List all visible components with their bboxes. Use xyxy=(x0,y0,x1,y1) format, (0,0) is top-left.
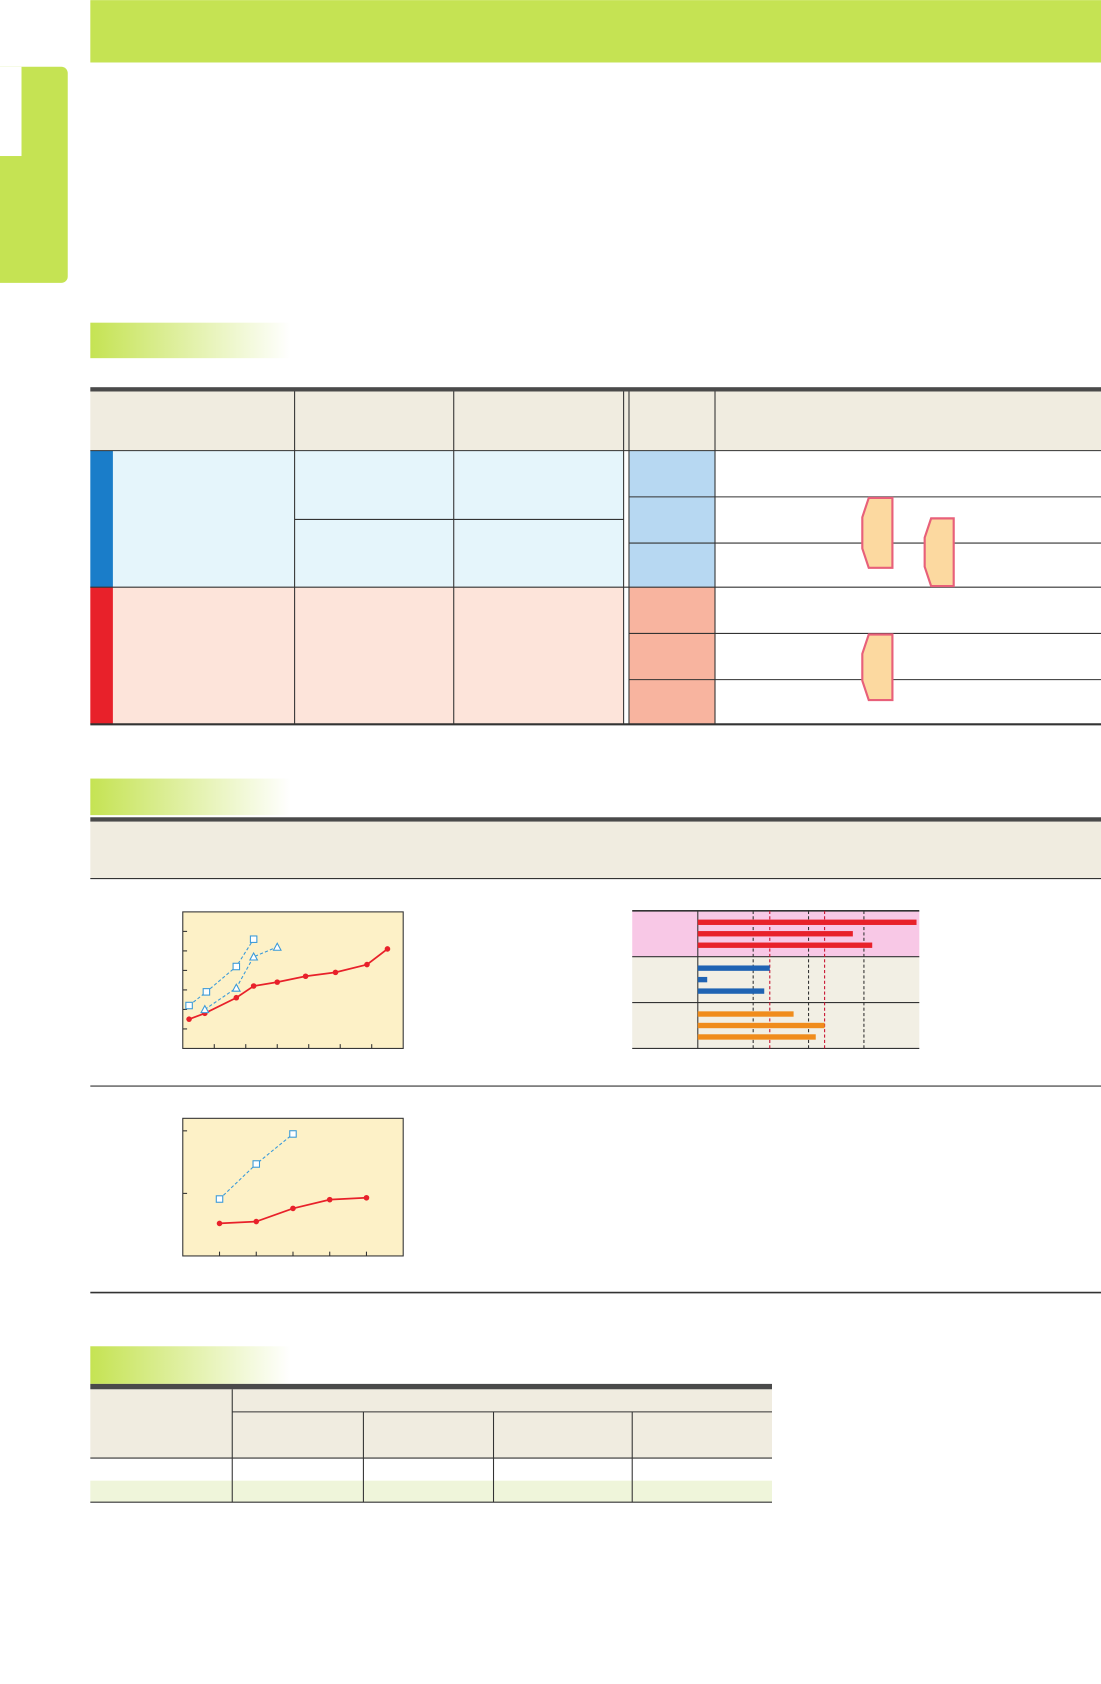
point xyxy=(186,1016,192,1022)
point xyxy=(302,973,309,980)
bar xyxy=(697,942,873,948)
bar xyxy=(697,931,853,937)
arrows xyxy=(861,496,955,702)
range-arrow xyxy=(861,496,894,569)
charts xyxy=(182,910,920,1257)
range-arrow xyxy=(861,633,894,702)
row-bg xyxy=(90,1480,772,1503)
plot-area xyxy=(182,1117,404,1257)
section-2-top-rule xyxy=(90,817,1101,822)
point xyxy=(290,1205,296,1212)
section-header xyxy=(90,778,291,816)
top-banner xyxy=(90,0,1101,63)
point xyxy=(185,1001,193,1010)
point xyxy=(272,942,282,951)
point xyxy=(326,1196,333,1203)
point xyxy=(232,962,241,971)
point xyxy=(216,1220,223,1227)
point xyxy=(253,1218,260,1225)
point xyxy=(384,946,391,952)
point xyxy=(249,935,258,943)
group-strip xyxy=(90,450,113,588)
point xyxy=(202,988,211,996)
plot-area xyxy=(182,911,404,1049)
point xyxy=(248,951,259,961)
group-bg xyxy=(632,956,920,1003)
bar xyxy=(697,1011,794,1017)
group-bg xyxy=(112,587,624,724)
point xyxy=(215,1195,224,1203)
bar xyxy=(697,1034,816,1040)
bar xyxy=(697,965,770,971)
table-lines xyxy=(90,391,1101,726)
table-top-rule xyxy=(90,387,1101,392)
bar xyxy=(697,919,917,925)
table-header xyxy=(90,389,1101,451)
section-2-header xyxy=(90,820,1101,879)
bar xyxy=(697,976,708,983)
table-header xyxy=(90,1389,772,1459)
point xyxy=(364,961,370,968)
series-line xyxy=(204,946,278,1010)
level-cell xyxy=(628,633,716,680)
point xyxy=(250,983,257,989)
point xyxy=(363,1194,370,1201)
bar xyxy=(697,1022,825,1029)
point xyxy=(252,1160,261,1168)
point xyxy=(274,979,281,985)
table-top-rule xyxy=(90,1383,772,1390)
point xyxy=(200,1004,210,1014)
level-cell xyxy=(628,679,716,724)
level-cell xyxy=(628,450,716,497)
section-header xyxy=(90,322,291,359)
table-3 xyxy=(90,1383,772,1503)
point xyxy=(332,969,339,976)
point xyxy=(233,994,240,1001)
point xyxy=(231,983,241,992)
group-strip xyxy=(90,587,113,724)
bar xyxy=(697,988,765,994)
side-tab-notch xyxy=(0,66,22,157)
level-cell xyxy=(628,543,716,588)
range-arrow xyxy=(923,517,955,588)
point xyxy=(289,1130,297,1138)
level-cell xyxy=(628,496,716,544)
section-header xyxy=(90,1346,291,1384)
table-lines xyxy=(90,1389,772,1503)
table-1 xyxy=(90,387,1101,726)
level-cell xyxy=(628,587,716,634)
series-line xyxy=(188,938,255,1006)
